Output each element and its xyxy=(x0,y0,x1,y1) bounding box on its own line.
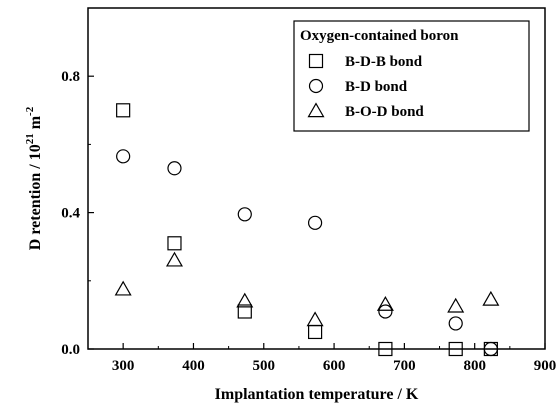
legend-marker-triangle xyxy=(307,102,325,118)
legend-box xyxy=(293,20,530,132)
x-tick-label: 400 xyxy=(182,358,205,374)
data-point-triangle xyxy=(114,280,132,296)
data-point-triangle xyxy=(447,297,465,313)
data-point-square xyxy=(378,341,393,357)
data-point-circle xyxy=(483,341,498,357)
data-point-triangle xyxy=(376,295,394,311)
y-axis-title-unit-exponent: -2 xyxy=(24,106,36,116)
x-tick-label: 500 xyxy=(253,358,276,374)
legend-label: B-D bond xyxy=(345,79,408,95)
axis-ticks: 300 400 500 600 700 800 900 0.0 0.4 0.8 xyxy=(61,69,556,374)
x-tick-label: 700 xyxy=(393,358,416,374)
x-tick-label: 300 xyxy=(112,358,135,374)
series-square xyxy=(116,103,498,357)
y-tick-label: 0.8 xyxy=(61,69,80,85)
data-point-square xyxy=(167,236,182,251)
legend-entry: B-O-D bond xyxy=(307,102,424,120)
data-point-square xyxy=(307,324,323,340)
plot-area-border xyxy=(87,7,546,350)
series-circle xyxy=(116,149,498,357)
data-point-square xyxy=(448,341,463,357)
y-axis-title-exponent: 21 xyxy=(24,133,36,144)
data-points xyxy=(114,103,500,357)
plot-frame xyxy=(87,7,546,350)
legend-marker-circle xyxy=(308,78,324,94)
data-point-circle xyxy=(237,207,252,222)
legend-title: Oxygen-contained boron xyxy=(300,28,459,44)
data-point-circle xyxy=(167,161,182,176)
y-axis-title: D retention / 1021 m-2 xyxy=(24,106,44,250)
legend: Oxygen-contained boron B-D-B bond B-D bon… xyxy=(293,20,530,132)
series-triangle xyxy=(114,251,500,327)
x-tick-label: 600 xyxy=(323,358,346,374)
y-tick-label: 0.4 xyxy=(61,206,80,222)
legend-entry: B-D bond xyxy=(308,78,408,95)
y-tick-label: 0.0 xyxy=(61,342,80,358)
legend-marker-square xyxy=(308,53,324,69)
legend-label: B-O-D bond xyxy=(345,104,424,120)
y-axis-title-unit: m xyxy=(27,115,44,133)
legend-label: B-D-B bond xyxy=(345,54,423,70)
data-point-square xyxy=(116,103,131,118)
data-point-triangle xyxy=(306,311,324,327)
x-tick-label: 800 xyxy=(463,358,486,374)
data-point-circle xyxy=(378,304,393,319)
data-point-circle xyxy=(116,149,131,164)
y-axis-title-main: D retention / 10 xyxy=(27,144,44,250)
data-point-triangle xyxy=(236,292,254,308)
data-point-square xyxy=(237,304,252,319)
x-axis-title: Implantation temperature / K xyxy=(215,386,419,403)
legend-entry: B-D-B bond xyxy=(308,53,423,70)
data-point-triangle xyxy=(165,251,183,267)
data-point-triangle xyxy=(482,290,500,306)
data-point-circle xyxy=(307,215,323,230)
data-point-circle xyxy=(448,316,463,331)
legend-entries: B-D-B bond B-D bond B-O-D bond xyxy=(307,53,424,120)
x-tick-label: 900 xyxy=(534,358,557,374)
